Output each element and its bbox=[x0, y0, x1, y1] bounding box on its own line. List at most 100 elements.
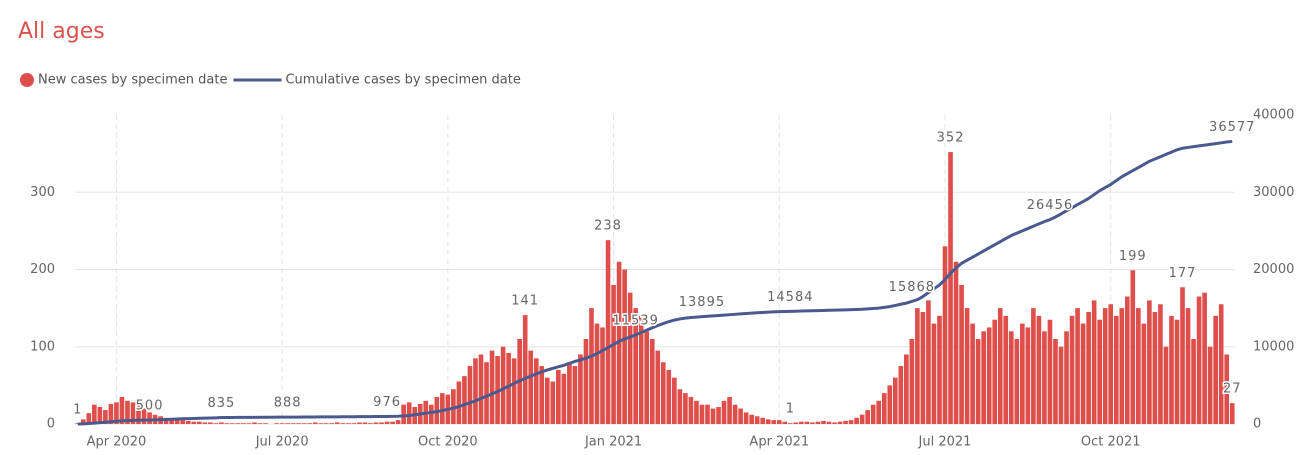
bar bbox=[1091, 300, 1097, 424]
bar bbox=[384, 421, 390, 424]
bar bbox=[799, 421, 804, 424]
bar bbox=[241, 423, 246, 424]
bar bbox=[600, 327, 605, 424]
bar bbox=[1108, 304, 1114, 424]
bar bbox=[749, 414, 754, 424]
bar bbox=[826, 421, 832, 424]
bar bbox=[180, 420, 186, 424]
data-label: 500 bbox=[136, 399, 164, 414]
bar bbox=[401, 404, 406, 424]
bar bbox=[572, 366, 578, 424]
legend-label: Cumulative cases by specimen date bbox=[285, 73, 520, 88]
data-label: 1 bbox=[73, 402, 82, 417]
bar bbox=[235, 423, 241, 424]
bar bbox=[329, 423, 335, 424]
data-labels: 141 238 1 352 199 177 27 1 500 835 888 976 11539 1389… bbox=[72, 118, 1256, 419]
bar bbox=[136, 405, 141, 424]
bar bbox=[765, 419, 771, 424]
bar bbox=[705, 404, 710, 424]
bar bbox=[1147, 300, 1152, 424]
bar bbox=[1069, 315, 1075, 424]
bar bbox=[953, 261, 959, 424]
bar bbox=[257, 423, 263, 424]
bar bbox=[710, 408, 716, 424]
bar bbox=[301, 423, 307, 424]
data-label: 1 bbox=[786, 402, 795, 417]
data-label: 15868 bbox=[889, 280, 935, 295]
bar bbox=[738, 408, 743, 424]
bar bbox=[964, 308, 970, 424]
bar bbox=[456, 381, 462, 424]
bar bbox=[633, 308, 638, 424]
bar bbox=[804, 421, 810, 424]
data-label: 199 bbox=[1119, 249, 1147, 264]
bar bbox=[533, 358, 539, 424]
bar bbox=[191, 421, 197, 424]
x-tick-label: Oct 2020 bbox=[418, 435, 478, 450]
bar bbox=[1008, 331, 1014, 424]
data-label: 141 bbox=[511, 294, 539, 309]
bar bbox=[208, 422, 213, 424]
data-label: 888 bbox=[274, 396, 302, 411]
bar bbox=[660, 362, 666, 424]
bar bbox=[406, 402, 412, 424]
bar bbox=[196, 421, 202, 424]
bar bbox=[892, 377, 898, 424]
bar bbox=[213, 423, 219, 424]
bar bbox=[318, 423, 324, 424]
bar bbox=[202, 422, 208, 424]
bar bbox=[428, 404, 434, 424]
bar bbox=[1141, 323, 1147, 424]
bar bbox=[125, 400, 130, 424]
bar bbox=[1207, 346, 1213, 424]
bar bbox=[279, 423, 285, 424]
bar bbox=[1080, 323, 1086, 424]
bar bbox=[1158, 304, 1163, 424]
bar bbox=[114, 402, 119, 424]
bar bbox=[169, 419, 174, 424]
bar bbox=[1075, 308, 1080, 424]
bar bbox=[379, 422, 384, 424]
bar bbox=[467, 366, 473, 424]
legend-label: New cases by specimen date bbox=[38, 73, 227, 88]
bar bbox=[174, 420, 180, 424]
bar bbox=[1169, 315, 1174, 424]
bar bbox=[699, 404, 705, 424]
bar bbox=[296, 423, 302, 424]
bar bbox=[909, 339, 915, 424]
bar bbox=[920, 311, 926, 424]
bar bbox=[373, 422, 379, 424]
data-label: 976 bbox=[373, 395, 401, 410]
bar bbox=[246, 423, 252, 424]
bar bbox=[230, 423, 235, 424]
bar bbox=[1025, 327, 1031, 424]
bar bbox=[335, 422, 340, 424]
bar bbox=[219, 422, 224, 424]
bar bbox=[760, 417, 766, 424]
bar bbox=[1152, 311, 1158, 424]
bar bbox=[1130, 270, 1136, 424]
bar bbox=[489, 350, 495, 424]
bar bbox=[876, 400, 882, 424]
bar bbox=[926, 300, 931, 424]
x-tick-label: Apr 2021 bbox=[749, 435, 809, 450]
bar bbox=[887, 385, 893, 424]
y2-tick-label: 30000 bbox=[1253, 185, 1294, 200]
marks bbox=[75, 139, 1235, 426]
bar bbox=[103, 410, 108, 424]
bar bbox=[567, 362, 572, 424]
bar bbox=[716, 407, 721, 424]
bar bbox=[683, 393, 688, 424]
bar bbox=[832, 422, 837, 424]
bar bbox=[1047, 319, 1053, 424]
bar bbox=[997, 308, 1003, 424]
bar bbox=[511, 358, 517, 424]
bar bbox=[312, 422, 318, 424]
bar bbox=[1163, 346, 1169, 424]
bar bbox=[854, 417, 859, 424]
bar bbox=[80, 419, 86, 424]
bar bbox=[1218, 304, 1224, 424]
bar bbox=[622, 269, 627, 424]
line bbox=[77, 139, 1233, 426]
